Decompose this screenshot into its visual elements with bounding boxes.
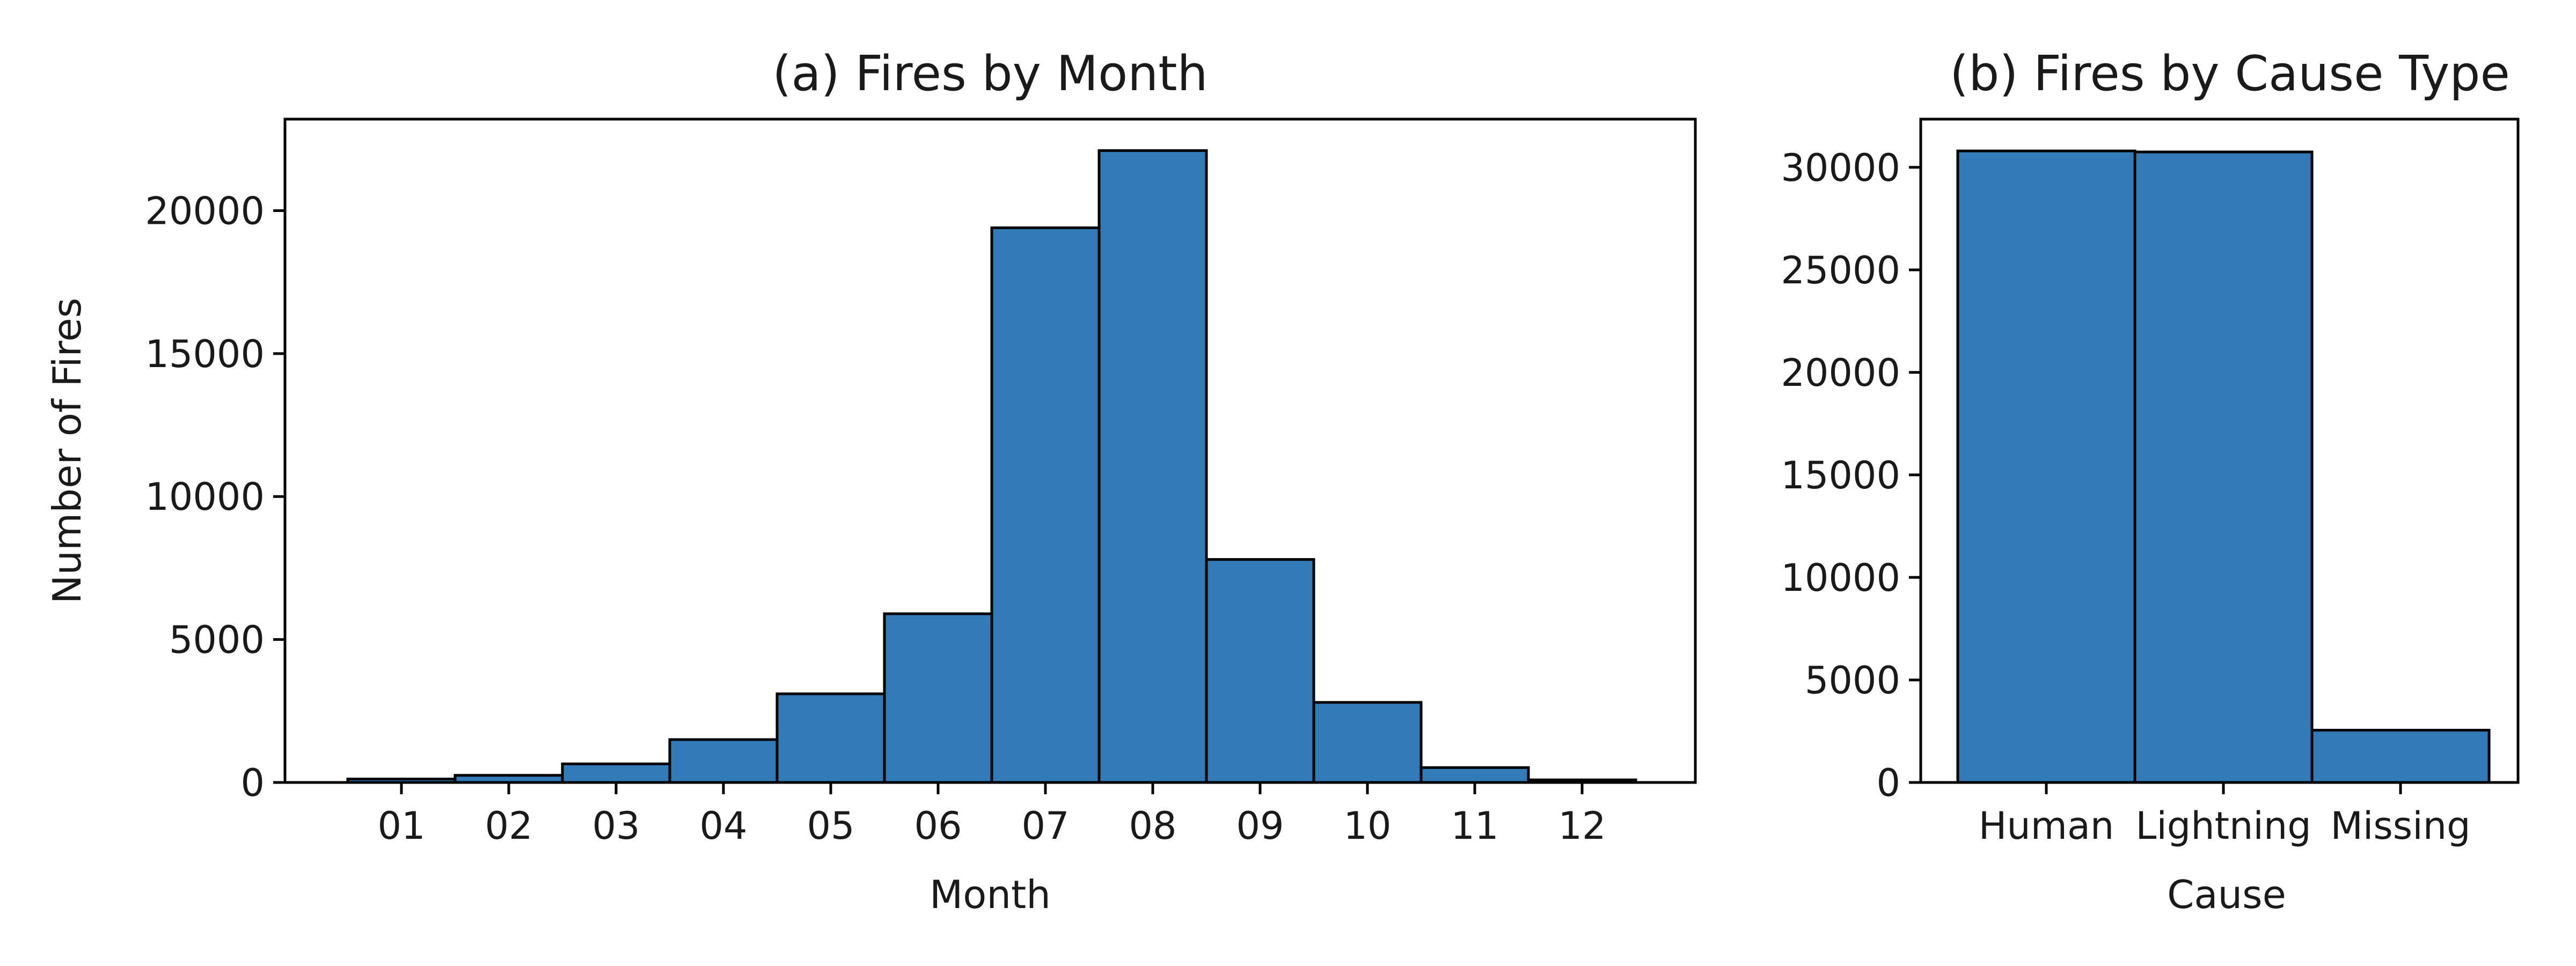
x-tick-label: 11 [1451, 804, 1498, 848]
y-tick-label: 25000 [1781, 248, 1900, 292]
bar-09 [1205, 558, 1315, 784]
bar-05 [775, 692, 886, 784]
bar-07 [990, 226, 1101, 784]
y-tick-label: 15000 [145, 332, 265, 376]
x-axis: 01 02 03 04 05 06 07 08 09 10 11 12 [377, 782, 1606, 848]
x-tick-label: 02 [485, 804, 532, 848]
x-axis-label: Cause [2167, 872, 2286, 917]
y-axis: 0 5000 10000 15000 20000 25000 30000 [1781, 146, 1921, 805]
y-tick-label: 20000 [1781, 351, 1900, 395]
y-tick-label: 20000 [145, 189, 265, 233]
chart-title: (a) Fires by Month [772, 46, 1208, 102]
y-axis-label: Number of Fires [45, 298, 90, 604]
x-tick-label: 01 [377, 804, 425, 848]
y-tick-label: 5000 [1805, 658, 1900, 702]
bar-08 [1097, 149, 1208, 784]
bar-missing [2310, 729, 2491, 784]
bar-03 [561, 762, 671, 784]
y-tick-label: 15000 [1781, 453, 1900, 497]
bar-06 [883, 612, 993, 784]
bar-lightning [2133, 150, 2314, 784]
x-tick-label: 03 [592, 804, 640, 848]
chart-title: (b) Fires by Cause Type [1950, 46, 2510, 102]
bar-10 [1312, 701, 1423, 784]
plot-frame [1919, 118, 2520, 784]
plot-frame [283, 118, 1697, 784]
x-tick-label: 07 [1021, 804, 1069, 848]
x-axis: Human Lightning Missing [1979, 782, 2471, 848]
bars [1956, 149, 2491, 784]
x-tick-label: 06 [914, 804, 962, 848]
bar-04 [668, 738, 779, 784]
x-tick-label: Missing [2330, 804, 2470, 848]
y-tick-label: 0 [240, 761, 265, 805]
x-tick-label: Human [1979, 804, 2114, 848]
x-axis-label: Month [930, 872, 1051, 917]
x-tick-label: 05 [807, 804, 854, 848]
y-tick-label: 5000 [169, 618, 265, 662]
y-tick-label: 0 [1876, 761, 1900, 805]
x-tick-label: 09 [1236, 804, 1284, 848]
bar-human [1956, 149, 2136, 784]
bar-11 [1419, 766, 1530, 784]
x-tick-label: 10 [1343, 804, 1391, 848]
y-axis: 0 5000 10000 15000 20000 [145, 189, 285, 805]
x-tick-label: 12 [1558, 804, 1606, 848]
panel-fires-by-month: (a) Fires by Month 05000100001500020000 … [45, 46, 1697, 917]
x-tick-label: 08 [1129, 804, 1176, 848]
panel-fires-by-cause: (b) Fires by Cause Type 0 5000 10000 15000 2… [1781, 46, 2520, 917]
x-tick-label: 04 [699, 804, 747, 848]
y-tick-label: 10000 [145, 475, 265, 519]
bars [346, 149, 1637, 784]
x-tick-label: Lightning [2135, 804, 2311, 848]
y-tick-label: 30000 [1781, 146, 1900, 190]
y-tick-label: 10000 [1781, 556, 1900, 600]
